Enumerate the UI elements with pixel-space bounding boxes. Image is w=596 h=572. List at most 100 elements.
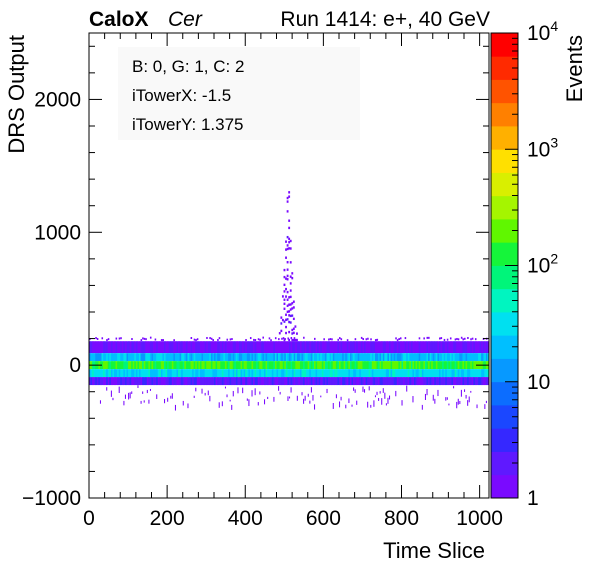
heatmap-cell (293, 369, 296, 378)
heatmap-cell (270, 339, 272, 342)
heatmap-cell (259, 377, 262, 386)
heatmap-cell (98, 369, 101, 378)
heatmap-cell (368, 377, 371, 386)
heatmap-cell (357, 369, 360, 378)
heatmap-cell (349, 341, 352, 354)
heatmap-cell (115, 369, 118, 378)
heatmap-cell (101, 369, 104, 378)
heatmap-cell (356, 353, 359, 362)
heatmap-cell (212, 377, 215, 386)
heatmap-cell (207, 390, 209, 396)
heatmap-cell (107, 353, 110, 362)
heatmap-cell (123, 369, 126, 378)
heatmap-cell (151, 341, 154, 354)
heatmap-cell (378, 377, 381, 386)
heatmap-cell (246, 369, 249, 378)
heatmap-cell (201, 361, 204, 370)
heatmap-cell (364, 353, 366, 362)
heatmap-cell (292, 369, 295, 378)
heatmap-cell (143, 341, 146, 354)
heatmap-cell (153, 377, 156, 386)
heatmap-cell (292, 377, 295, 386)
heatmap-cell (237, 353, 240, 362)
heatmap-cell (89, 341, 91, 354)
heatmap-cell (243, 377, 246, 386)
heatmap-cell (351, 369, 354, 378)
heatmap-cell (356, 377, 359, 386)
heatmap-cell (110, 341, 113, 354)
heatmap-cell (112, 397, 114, 401)
heatmap-cell (253, 353, 256, 362)
heatmap-cell (239, 377, 241, 386)
heatmap-cell (353, 353, 356, 362)
heatmap-cell (435, 341, 438, 354)
heatmap-cell (231, 341, 234, 354)
heatmap-cell (429, 353, 432, 362)
heatmap-cell (331, 361, 334, 370)
heatmap-cell (426, 369, 429, 378)
heatmap-cell (445, 397, 447, 401)
heatmap-cell (291, 307, 294, 310)
heatmap-cell (443, 369, 446, 378)
heatmap-cell (424, 361, 427, 370)
heatmap-cell (286, 298, 289, 301)
heatmap-cell (149, 377, 152, 386)
heatmap-cell (121, 369, 124, 378)
heatmap-cell (167, 377, 170, 386)
heatmap-cell (320, 353, 323, 362)
heatmap-cell (264, 341, 266, 354)
heatmap-cell (128, 369, 131, 378)
heatmap-cell (168, 369, 171, 378)
heatmap-cell (406, 361, 409, 370)
heatmap-cell (196, 353, 199, 362)
heatmap-cell (392, 369, 395, 378)
heatmap-cell (309, 341, 312, 354)
heatmap-cell (357, 341, 360, 354)
heatmap-cell (446, 338, 449, 341)
heatmap-cell (132, 353, 135, 362)
heatmap-cell (385, 369, 388, 378)
heatmap-cell (295, 341, 298, 354)
heatmap-cell (468, 353, 471, 362)
heatmap-cell (457, 369, 460, 378)
heatmap-cell (464, 337, 466, 340)
heatmap-cell (339, 353, 341, 362)
heatmap-cell (379, 377, 382, 386)
heatmap-cell (189, 341, 191, 354)
heatmap-cell (439, 353, 441, 362)
heatmap-cell (283, 283, 286, 287)
heatmap-cell (106, 377, 109, 386)
heatmap-cell (129, 341, 132, 354)
heatmap-cell (229, 341, 232, 354)
heatmap-cell (178, 341, 181, 354)
heatmap-cell (328, 353, 331, 362)
heatmap-cell (253, 377, 256, 386)
heatmap-cell (418, 361, 421, 370)
heatmap-cell (273, 369, 276, 378)
heatmap-cell (283, 275, 286, 279)
heatmap-cell (378, 341, 381, 354)
heatmap-cell (271, 353, 274, 362)
heatmap-cell (195, 387, 197, 392)
heatmap-cell (370, 404, 372, 408)
heatmap-cell (401, 400, 403, 406)
heatmap-cell (179, 361, 182, 370)
heatmap-cell (123, 353, 126, 362)
z-tick-label: 1 (527, 487, 539, 510)
heatmap-cell (103, 341, 106, 354)
heatmap-cell (218, 369, 221, 378)
heatmap-cell (326, 388, 328, 394)
heatmap-cell (142, 369, 145, 378)
heatmap-cell (371, 369, 374, 378)
heatmap-cell (101, 353, 104, 362)
heatmap-cell (117, 369, 120, 378)
heatmap-cell (228, 377, 231, 386)
z-tick-label: 104 (527, 18, 558, 45)
heatmap-cell (115, 361, 118, 370)
heatmap-cell (360, 353, 363, 362)
heatmap-cell (487, 353, 490, 362)
heatmap-cell (171, 361, 174, 370)
heatmap-cell (114, 341, 116, 354)
heatmap-cell (260, 369, 263, 378)
